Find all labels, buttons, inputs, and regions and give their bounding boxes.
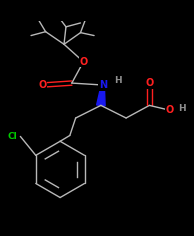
Text: Cl: Cl bbox=[8, 132, 17, 141]
Text: H: H bbox=[114, 76, 122, 85]
Text: O: O bbox=[166, 105, 174, 115]
Text: O: O bbox=[39, 80, 47, 90]
Text: O: O bbox=[79, 57, 87, 67]
Text: N: N bbox=[99, 80, 107, 90]
Polygon shape bbox=[97, 85, 105, 106]
Text: O: O bbox=[145, 78, 153, 88]
Text: H: H bbox=[178, 104, 186, 113]
